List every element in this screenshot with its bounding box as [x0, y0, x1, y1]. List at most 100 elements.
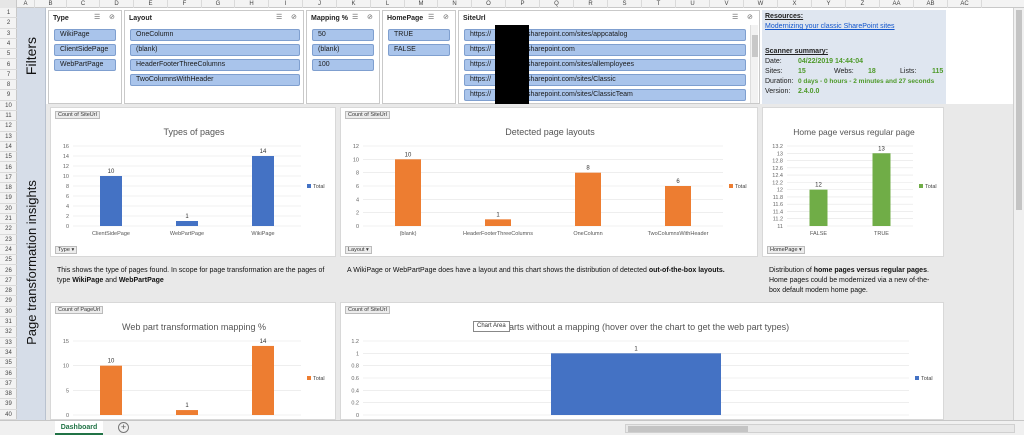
row-header[interactable]: 38 [0, 389, 17, 400]
row-header[interactable]: 5 [0, 49, 17, 60]
row-header[interactable]: 29 [0, 296, 17, 307]
scrollbar-thumb[interactable] [752, 35, 758, 57]
row-header[interactable]: 17 [0, 173, 17, 184]
slicer-item[interactable]: TRUE [388, 29, 450, 41]
slicer-item[interactable]: https:// sharepoint.com/sites/appcatalog [464, 29, 746, 41]
column-header[interactable]: N [438, 0, 472, 8]
chart-mapping-panel[interactable]: Count of PageUrl Web part transformation… [50, 302, 336, 421]
column-header[interactable]: R [574, 0, 608, 8]
slicer-item[interactable]: 50 [312, 29, 374, 41]
chart-layouts-panel[interactable]: Count of SiteUrl Detected page layouts 0… [340, 107, 758, 257]
row-header[interactable]: 3 [0, 29, 17, 39]
column-header[interactable]: J [303, 0, 337, 8]
row-header[interactable]: 14 [0, 142, 17, 153]
add-sheet-button[interactable]: + [118, 422, 129, 433]
row-header[interactable]: 22 [0, 224, 17, 235]
modernizing-link[interactable]: Modernizing your classic SharePoint site… [765, 23, 895, 30]
row-header[interactable]: 40 [0, 410, 17, 420]
slicer-item[interactable]: HeaderFooterThreeColumns [130, 59, 300, 71]
field-button[interactable]: Count of SiteUrl [345, 111, 390, 119]
row-header[interactable]: 8 [0, 80, 17, 91]
row-header[interactable]: 11 [0, 111, 17, 122]
column-header[interactable]: Y [812, 0, 846, 8]
sheet-vertical-scrollbar[interactable] [1013, 8, 1024, 420]
slicer-item[interactable]: https:// sharepoint.com/sites/Classic [464, 74, 746, 86]
row-header[interactable]: 9 [0, 90, 17, 101]
row-header[interactable]: 13 [0, 132, 17, 142]
slicer-item[interactable]: (blank) [130, 44, 300, 56]
slicer-layout[interactable]: Layout ☰ ⊘ OneColumn (blank) HeaderFooter… [124, 10, 304, 104]
row-header[interactable]: 21 [0, 214, 17, 225]
slicer-scrollbar[interactable] [750, 25, 758, 103]
column-header[interactable]: L [371, 0, 405, 8]
row-header[interactable]: 7 [0, 70, 17, 81]
sheet-tab-dashboard[interactable]: Dashboard [55, 421, 103, 435]
slicer-item[interactable]: (blank) [312, 44, 374, 56]
slicer-item[interactable]: https:// sharepoint.com/sites/ClassicTeam [464, 89, 746, 101]
multi-select-icon[interactable]: ☰ [94, 14, 101, 21]
row-header[interactable]: 2 [0, 18, 17, 29]
row-header[interactable]: 15 [0, 152, 17, 163]
clear-filter-icon[interactable]: ⊘ [291, 14, 297, 21]
clear-filter-icon[interactable]: ⊘ [367, 14, 373, 21]
column-header[interactable]: I [269, 0, 303, 8]
clear-filter-icon[interactable]: ⊘ [109, 14, 115, 21]
row-header[interactable]: 1 [0, 8, 17, 19]
row-header[interactable]: 33 [0, 338, 17, 348]
clear-filter-icon[interactable]: ⊘ [747, 14, 753, 21]
row-header[interactable]: 34 [0, 348, 17, 359]
row-header[interactable]: 35 [0, 358, 17, 369]
scrollbar-thumb[interactable] [628, 426, 748, 432]
column-header[interactable]: A [17, 0, 35, 8]
column-header[interactable]: AC [948, 0, 982, 8]
column-header[interactable]: AB [914, 0, 948, 8]
slicer-item[interactable]: https:// sharepoint.com/sites/allemployee… [464, 59, 746, 71]
slicer-type[interactable]: Type ☰ ⊘ WikiPage ClientSidePage WebPartP… [48, 10, 122, 104]
column-header[interactable]: F [168, 0, 202, 8]
slicer-homepage[interactable]: HomePage ☰ ⊘ TRUE FALSE [382, 10, 456, 104]
row-header[interactable]: 32 [0, 327, 17, 338]
column-header[interactable]: W [744, 0, 778, 8]
column-header[interactable]: V [710, 0, 744, 8]
field-button[interactable]: Count of SiteUrl [55, 111, 100, 119]
slicer-item[interactable]: 100 [312, 59, 374, 71]
multi-select-icon[interactable]: ☰ [428, 14, 435, 21]
row-header[interactable]: 36 [0, 369, 17, 379]
clear-filter-icon[interactable]: ⊘ [443, 14, 449, 21]
row-header[interactable]: 10 [0, 101, 17, 111]
column-header[interactable]: T [642, 0, 676, 8]
column-header[interactable]: AA [880, 0, 914, 8]
row-header[interactable]: 23 [0, 235, 17, 245]
multi-select-icon[interactable]: ☰ [352, 14, 359, 21]
slicer-item[interactable]: WebPartPage [54, 59, 116, 71]
row-header[interactable]: 4 [0, 39, 17, 50]
slicer-mapping[interactable]: Mapping % ☰ ⊘ 50 (blank) 100 [306, 10, 380, 104]
column-header[interactable]: U [676, 0, 710, 8]
slicer-item[interactable]: FALSE [388, 44, 450, 56]
axis-field-button[interactable]: Type ▾ [55, 246, 78, 254]
axis-field-button[interactable]: Layout ▾ [345, 246, 372, 254]
row-header[interactable]: 16 [0, 163, 17, 173]
column-header[interactable]: P [506, 0, 540, 8]
row-header[interactable]: 31 [0, 317, 17, 328]
row-header[interactable]: 24 [0, 245, 17, 256]
column-header[interactable]: M [405, 0, 438, 8]
column-header[interactable]: O [472, 0, 506, 8]
row-header[interactable]: 26 [0, 266, 17, 276]
row-header[interactable]: 39 [0, 399, 17, 410]
column-header[interactable]: E [134, 0, 168, 8]
multi-select-icon[interactable]: ☰ [732, 14, 739, 21]
column-header[interactable]: Q [540, 0, 574, 8]
horizontal-scrollbar[interactable] [625, 424, 1015, 433]
slicer-item[interactable]: ClientSidePage [54, 44, 116, 56]
slicer-item[interactable]: WikiPage [54, 29, 116, 41]
column-header[interactable]: B [35, 0, 67, 8]
column-header[interactable]: S [608, 0, 642, 8]
row-header[interactable]: 20 [0, 204, 17, 214]
multi-select-icon[interactable]: ☰ [276, 14, 283, 21]
row-header[interactable]: 28 [0, 286, 17, 297]
column-header[interactable]: X [778, 0, 812, 8]
field-button[interactable]: Count of SiteUrl [345, 306, 390, 314]
row-header[interactable]: 27 [0, 276, 17, 287]
chart-webparts-panel[interactable]: Count of SiteUrl arts without a mapping … [340, 302, 944, 420]
